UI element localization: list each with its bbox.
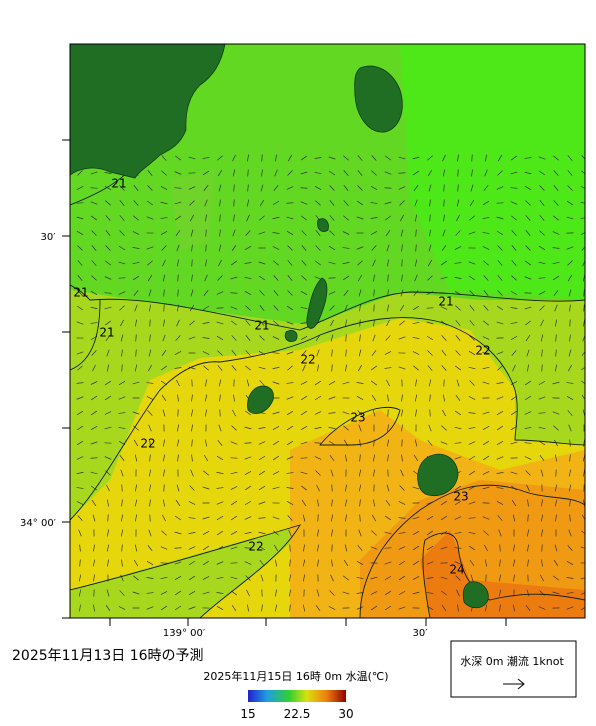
sea-field bbox=[70, 44, 587, 618]
legend-box bbox=[451, 641, 576, 697]
lon-label: 139° 00′ bbox=[163, 628, 206, 639]
colorbar-tick-label: 22.5 bbox=[284, 707, 311, 721]
colorbar-tick-label: 30 bbox=[338, 707, 353, 721]
lon-label: 30′ bbox=[413, 628, 429, 639]
contour-label: 22 bbox=[475, 344, 490, 358]
current-arrow bbox=[150, 320, 151, 327]
contour-label: 22 bbox=[140, 437, 155, 451]
contour-label: 21 bbox=[111, 177, 126, 191]
colorbar-tick-label: 15 bbox=[240, 707, 255, 721]
contour-label: 22 bbox=[300, 353, 315, 367]
contour-label: 21 bbox=[99, 326, 114, 340]
forecast-title: 2025年11月13日 16時の予測 bbox=[12, 648, 204, 664]
map-subtitle: 2025年11月15日 16時 0m 水温(℃) bbox=[203, 669, 388, 683]
contour-label: 23 bbox=[453, 490, 468, 504]
contour-label: 23 bbox=[350, 411, 365, 425]
contour-label: 21 bbox=[438, 295, 453, 309]
colorbar bbox=[248, 690, 346, 702]
current-arrow bbox=[220, 215, 221, 222]
legend-label: 水深 0m 潮流 1knot bbox=[460, 654, 564, 668]
contour-label: 21 bbox=[73, 286, 88, 300]
lat-label: 30′ bbox=[41, 232, 57, 243]
contour-label: 22 bbox=[248, 540, 263, 554]
colorbar-ticks: 15 22.5 30 bbox=[240, 707, 353, 721]
contour-label: 21 bbox=[254, 319, 269, 333]
contour-label: 24 bbox=[449, 563, 464, 577]
lat-label: 34° 00′ bbox=[20, 518, 57, 529]
